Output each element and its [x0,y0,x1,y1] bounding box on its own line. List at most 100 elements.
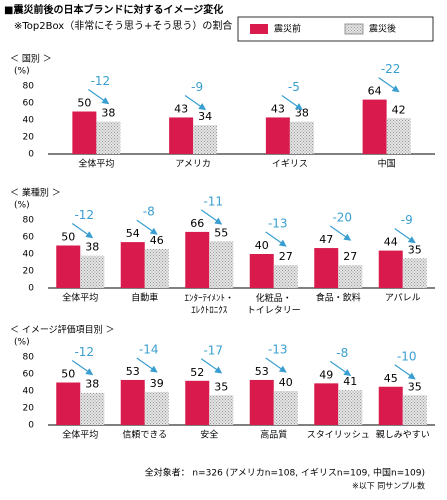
y-tick-label: 60 [23,370,35,380]
y-tick-label: 20 [23,404,35,414]
x-tick-label: 全体平均 [78,158,114,170]
legend-swatch [250,24,268,34]
x-tick-line: ｴﾚｸﾄﾛﾆｸｽ [191,305,228,316]
y-tick-label: 80 [23,82,35,92]
change-label: -9 [401,213,413,227]
value-label: 53 [255,365,269,378]
x-tick-label: 信頼できる [122,429,167,441]
x-tick-label: 食品・飲料 [316,292,361,304]
change-label: -14 [139,342,159,356]
x-tick-line: 化粧品・ [256,292,292,304]
change-arrow [265,231,287,247]
y-tick-label: 40 [23,250,35,260]
y-tick-label: 40 [23,116,35,126]
change-label: -17 [203,343,223,357]
value-label: 39 [150,377,164,390]
value-label: 35 [214,380,228,393]
bar [185,380,210,425]
y-tick-label: 0 [28,150,34,160]
value-label: 55 [214,226,228,239]
value-label: 38 [85,378,99,391]
change-label: -12 [74,208,94,222]
bar [338,390,363,425]
subtitle: ※Top2Box（非常にそう思う+そう思う）の割合 [14,19,232,32]
y-axis-label: (%) [14,338,30,348]
change-arrow [329,360,352,377]
x-tick-label: イギリス [272,159,308,170]
bar [249,379,274,425]
change-arrow [394,364,416,380]
value-label: 49 [319,368,333,381]
bar [72,111,97,154]
value-label: 27 [279,250,293,263]
value-label: 38 [85,241,99,254]
change-arrow [200,209,223,225]
x-tick-label: 自動車 [131,292,158,304]
value-label: 52 [190,366,204,379]
value-label: 40 [255,239,269,252]
change-arrow [200,358,223,374]
value-label: 27 [343,250,357,263]
value-label: 43 [174,102,188,115]
y-tick-label: 20 [23,133,35,143]
bar [169,117,194,154]
bar [56,382,81,425]
change-arrow [394,228,416,244]
x-tick-label: スタイリッシュ [307,430,370,441]
y-axis-label: (%) [14,67,30,77]
x-tick-label: ｴﾝﾀｰﾃｲﾒﾝﾄ・ｴﾚｸﾄﾛﾆｸｽ [184,293,234,316]
x-tick-label: 全体平均 [62,429,98,441]
change-arrow [378,77,400,93]
value-label: 66 [190,217,204,230]
bar [386,118,411,154]
footnote: 全対象者： n=326 (アメリカn=108, イギリスn=109, 中国n=1… [145,467,425,479]
bar [265,117,290,154]
value-label: 46 [150,234,164,247]
bar [96,121,121,154]
panel-title: ＜ 国別 ＞ [10,54,52,65]
value-label: 50 [61,368,75,381]
x-tick-line: ｴﾝﾀｰﾃｲﾒﾝﾄ・ [184,293,234,304]
legend-label: 震災前 [274,23,301,35]
bar [402,258,427,288]
bar [120,379,145,425]
value-label: 43 [271,102,285,115]
value-label: 35 [408,380,422,393]
value-label: 64 [368,85,382,98]
x-tick-line: トイレタリー [247,305,301,316]
bar [193,125,218,154]
bar [273,265,298,288]
y-axis-label: (%) [14,201,30,211]
change-label: -8 [143,205,155,219]
bar [209,241,234,288]
legend-box [237,16,434,42]
value-label: 40 [279,376,293,389]
bar [314,248,339,288]
y-tick-label: 0 [28,284,34,294]
value-label: 42 [392,103,406,116]
change-arrow [71,360,94,376]
y-tick-label: 80 [23,353,35,363]
change-arrow [136,219,158,235]
y-tick-label: 40 [23,387,35,397]
bar [209,395,234,425]
panel-title: ＜ イメージ評価項目別 ＞ [10,324,115,336]
bar [338,265,363,288]
change-label: -13 [268,342,288,356]
value-label: 54 [126,227,140,240]
bar [314,383,339,425]
value-label: 38 [101,107,115,120]
value-label: 44 [384,236,398,249]
title: ■震災前後の日本ブランドに対するイメージ変化 [4,3,223,16]
change-label: -9 [191,80,203,94]
legend-label: 震災後 [369,23,396,35]
change-label: -20 [332,211,352,225]
bar [273,391,298,425]
change-label: -8 [336,346,348,360]
change-arrow [71,223,94,239]
x-tick-label: 高品質 [260,429,287,441]
bar [289,121,314,154]
panel-title: ＜ 業種別 ＞ [10,187,61,199]
change-label: -12 [91,74,111,88]
